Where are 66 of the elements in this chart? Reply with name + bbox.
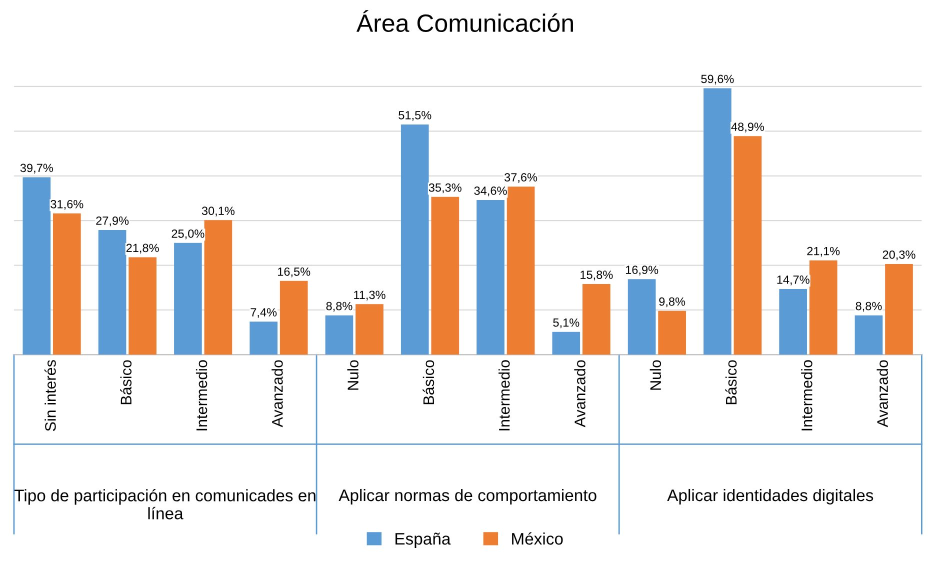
data-label: 16,9% xyxy=(626,266,658,276)
x-tick-label: Avanzado xyxy=(574,360,586,428)
data-label: 35,3% xyxy=(428,183,462,194)
data-label: 59,6% xyxy=(701,74,734,85)
x-tick-label: Nulo xyxy=(650,360,662,390)
data-label: 8,8% xyxy=(326,302,352,312)
text: Tipo de participación en comunicades en línea xyxy=(14,488,316,520)
chart-title: Área Comunicación xyxy=(356,10,573,32)
bar xyxy=(476,200,504,355)
data-label: 37,6% xyxy=(504,173,538,183)
data-label: 21,8% xyxy=(126,244,159,254)
data-label: 20,3% xyxy=(882,250,916,260)
data-label: 15,8% xyxy=(580,270,613,280)
bar xyxy=(174,242,202,355)
bar xyxy=(658,310,686,355)
data-label: 30,1% xyxy=(202,206,235,216)
bar xyxy=(779,288,808,355)
bar xyxy=(809,260,838,355)
x-tick-label: Nulo xyxy=(347,360,358,390)
x-tick-label: Avanzado xyxy=(876,360,888,428)
bar xyxy=(52,213,81,355)
x-tick-label: Básico xyxy=(725,360,737,404)
data-label: 51,5% xyxy=(398,111,432,121)
data-label: 8,8% xyxy=(856,302,882,312)
x-tick-label: Intermedio xyxy=(498,360,510,430)
bar xyxy=(431,196,460,355)
x-tick-label: Básico xyxy=(422,360,434,404)
data-label: 11,3% xyxy=(354,290,386,300)
data-label: 21,1% xyxy=(807,246,840,257)
bar xyxy=(885,264,913,355)
data-label: 7,4% xyxy=(250,308,277,318)
data-label: 16,5% xyxy=(278,267,310,278)
data-label: 34,6% xyxy=(474,186,507,196)
data-label: 14,7% xyxy=(777,276,810,286)
data-label: 48,9% xyxy=(731,122,764,132)
x-tick-label: Básico xyxy=(120,360,132,404)
legend-label: México xyxy=(512,532,563,545)
bar xyxy=(400,124,429,355)
data-label: 39,7% xyxy=(20,164,53,174)
x-tick-label: Intermedio xyxy=(196,360,208,430)
bar xyxy=(628,279,656,355)
bar xyxy=(325,315,354,355)
bar xyxy=(506,186,535,355)
data-label: 31,6% xyxy=(50,200,84,210)
x-tick-label: Avanzado xyxy=(272,360,283,428)
text: Aplicar identidades digitales xyxy=(667,488,874,504)
bar xyxy=(356,304,384,355)
x-tick-label: Intermedio xyxy=(801,360,812,430)
data-label: 27,9% xyxy=(96,216,129,226)
bar xyxy=(280,280,308,355)
data-label: 9,8% xyxy=(659,297,686,308)
bar xyxy=(250,322,278,355)
bar xyxy=(552,332,580,355)
legend-label: España xyxy=(396,532,451,548)
bar xyxy=(204,220,232,355)
bar xyxy=(98,230,126,355)
data-label: 5,1% xyxy=(553,318,580,328)
x-tick-label: Sin interés xyxy=(44,360,56,432)
bar xyxy=(128,257,156,355)
text: Aplicar normas de comportamiento xyxy=(338,488,596,504)
data-label: 25,0% xyxy=(172,229,204,240)
bar xyxy=(22,177,51,355)
bar xyxy=(854,315,883,355)
bar xyxy=(582,284,610,355)
bar xyxy=(704,88,732,355)
bar xyxy=(734,136,762,355)
